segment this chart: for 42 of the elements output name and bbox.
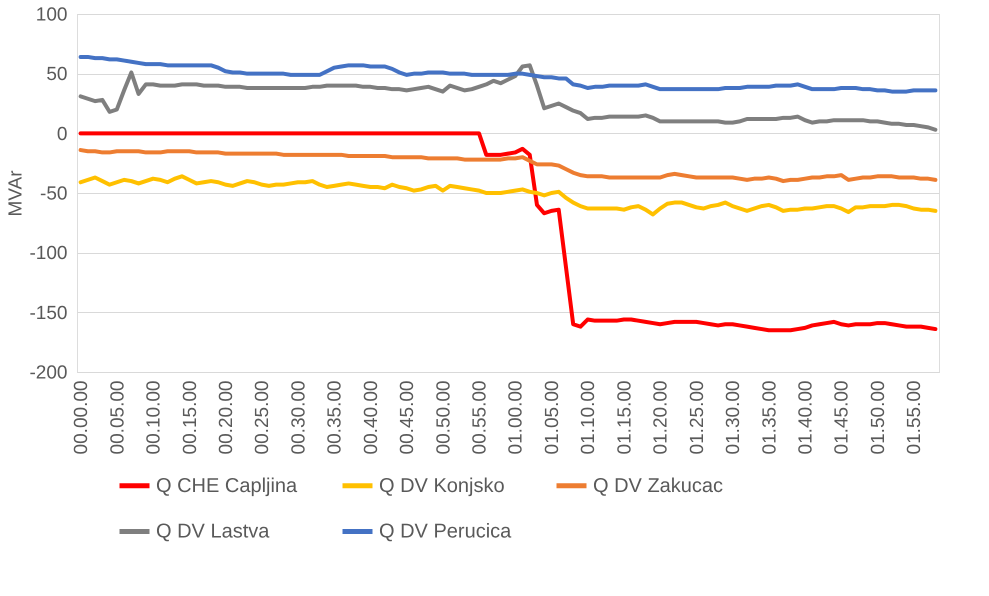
- x-tick-label: 01.20.00: [650, 380, 672, 454]
- y-tick-label: 100: [36, 4, 68, 26]
- x-tick-label: 00.30.00: [288, 380, 310, 454]
- y-tick-label: -50: [40, 184, 68, 204]
- x-tick-label: 01.40.00: [795, 380, 816, 454]
- x-tick-label: 01.00.00: [506, 380, 527, 454]
- x-tick-label: 01.05.00: [542, 380, 563, 454]
- x-tick-label: 01.55.00: [904, 380, 926, 454]
- y-tick-label: 0: [56, 124, 68, 145]
- legend-label: Q CHE Capljina: [156, 474, 298, 497]
- x-tick-label: 01.30.00: [723, 380, 744, 454]
- x-tick-label: 00.50.00: [433, 380, 454, 454]
- x-tick-label: 01.35.00: [759, 380, 780, 454]
- y-tick-label: -150: [29, 302, 68, 324]
- line-series: [78, 131, 938, 332]
- x-tick-label: 01.45.00: [832, 380, 853, 454]
- legend-label: Q DV Zakucac: [593, 474, 724, 497]
- line-series: [78, 63, 938, 132]
- y-tick-label: -100: [29, 243, 68, 264]
- x-tick-label: 00.00.00: [71, 380, 92, 454]
- x-tick-label: 00.05.00: [107, 380, 128, 454]
- x-tick-label: 00.35.00: [324, 380, 346, 454]
- x-tick-label: 01.25.00: [686, 380, 708, 454]
- x-tick-label: 01.15.00: [614, 380, 636, 454]
- x-tick-label: 01.50.00: [868, 380, 889, 454]
- x-tick-label: 00.25.00: [252, 380, 274, 454]
- x-tick-label: 01.10.00: [578, 380, 600, 454]
- x-tick-label: 00.55.00: [470, 380, 491, 454]
- line-series: [78, 148, 938, 184]
- x-tick-label: 00.15.00: [180, 380, 201, 454]
- y-tick-label: 50: [46, 64, 68, 86]
- legend-label: Q DV Konjsko: [379, 474, 505, 497]
- x-tick-label: 00.20.00: [216, 380, 237, 454]
- legend-label: Q DV Lastva: [156, 520, 270, 542]
- line-series: [78, 174, 938, 216]
- line-series: [78, 54, 938, 94]
- y-axis-title: MVAr: [5, 170, 26, 217]
- y-tick-label: -200: [29, 362, 68, 384]
- x-tick-label: 00.10.00: [144, 380, 165, 454]
- legend-label: Q DV Perucica: [379, 520, 512, 542]
- x-tick-label: 00.40.00: [360, 380, 382, 454]
- x-tick-label: 00.45.00: [397, 380, 418, 454]
